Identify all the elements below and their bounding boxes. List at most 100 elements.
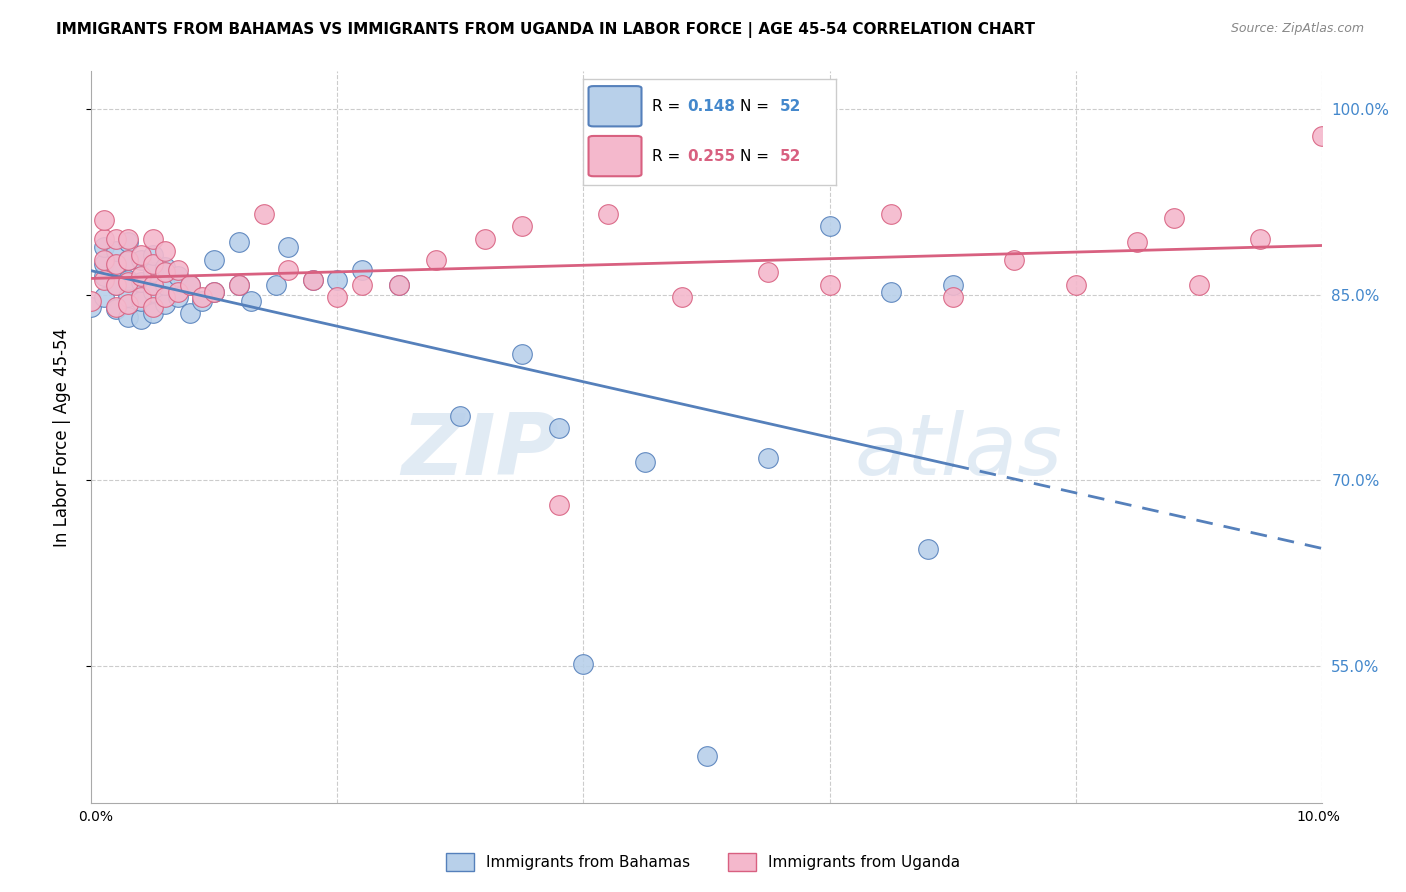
- Point: [326, 272, 349, 286]
- Point: [153, 265, 177, 279]
- Point: [264, 277, 287, 292]
- Point: [117, 275, 139, 289]
- Point: [425, 252, 447, 267]
- Point: [1064, 277, 1087, 292]
- Point: [93, 213, 115, 227]
- Point: [129, 290, 152, 304]
- Point: [474, 232, 496, 246]
- Point: [449, 409, 471, 423]
- Point: [105, 256, 127, 270]
- Point: [350, 262, 373, 277]
- Point: [153, 297, 177, 311]
- Point: [756, 265, 779, 279]
- Point: [240, 293, 263, 308]
- Point: [117, 235, 139, 250]
- Point: [105, 300, 127, 314]
- Point: [510, 219, 533, 234]
- Point: [880, 285, 903, 299]
- Point: [350, 277, 373, 292]
- Text: ZIP: ZIP: [401, 410, 558, 493]
- Point: [191, 293, 214, 308]
- Point: [277, 240, 299, 254]
- Point: [93, 256, 115, 270]
- Point: [228, 277, 250, 292]
- Point: [326, 290, 349, 304]
- Point: [105, 244, 127, 259]
- Point: [228, 235, 250, 250]
- Point: [202, 285, 225, 299]
- Point: [93, 290, 115, 304]
- Point: [142, 248, 165, 262]
- Point: [105, 302, 127, 317]
- Point: [105, 277, 127, 292]
- Point: [179, 277, 201, 292]
- Point: [129, 252, 152, 267]
- Point: [142, 277, 165, 292]
- Point: [756, 451, 779, 466]
- Point: [142, 232, 165, 246]
- Point: [1002, 252, 1025, 267]
- Text: IMMIGRANTS FROM BAHAMAS VS IMMIGRANTS FROM UGANDA IN LABOR FORCE | AGE 45-54 COR: IMMIGRANTS FROM BAHAMAS VS IMMIGRANTS FR…: [56, 22, 1035, 38]
- Point: [277, 262, 299, 277]
- Point: [1310, 128, 1333, 143]
- Text: 0.0%: 0.0%: [79, 810, 112, 824]
- Point: [93, 252, 115, 267]
- Point: [510, 347, 533, 361]
- Point: [818, 219, 841, 234]
- Legend: Immigrants from Bahamas, Immigrants from Uganda: Immigrants from Bahamas, Immigrants from…: [440, 847, 966, 877]
- Point: [671, 290, 693, 304]
- Point: [117, 232, 139, 246]
- Point: [153, 290, 177, 304]
- Point: [388, 277, 411, 292]
- Point: [1126, 235, 1149, 250]
- Point: [388, 277, 411, 292]
- Point: [80, 300, 103, 314]
- Point: [1163, 211, 1185, 225]
- Point: [153, 244, 177, 259]
- Point: [142, 285, 165, 299]
- Point: [142, 300, 165, 314]
- Point: [202, 252, 225, 267]
- Point: [129, 248, 152, 262]
- Point: [818, 277, 841, 292]
- Point: [179, 306, 201, 320]
- Point: [942, 290, 965, 304]
- Point: [166, 268, 188, 283]
- Text: Source: ZipAtlas.com: Source: ZipAtlas.com: [1230, 22, 1364, 36]
- Point: [917, 541, 939, 556]
- Point: [117, 252, 139, 267]
- Point: [117, 272, 139, 286]
- Point: [93, 232, 115, 246]
- Point: [117, 252, 139, 267]
- Point: [129, 275, 152, 289]
- Point: [166, 285, 188, 299]
- Point: [153, 260, 177, 275]
- Point: [153, 277, 177, 292]
- Point: [93, 240, 115, 254]
- Point: [117, 290, 139, 304]
- Point: [166, 262, 188, 277]
- Point: [547, 421, 569, 435]
- Point: [179, 277, 201, 292]
- Point: [80, 293, 103, 308]
- Point: [117, 297, 139, 311]
- Point: [142, 306, 165, 320]
- Point: [117, 310, 139, 324]
- Point: [547, 498, 569, 512]
- Point: [142, 265, 165, 279]
- Point: [202, 285, 225, 299]
- Point: [253, 207, 276, 221]
- Point: [1187, 277, 1209, 292]
- Point: [105, 277, 127, 292]
- Point: [129, 268, 152, 283]
- Point: [572, 657, 595, 671]
- Point: [942, 277, 965, 292]
- Point: [93, 272, 115, 286]
- Point: [166, 290, 188, 304]
- Point: [301, 272, 323, 286]
- Point: [142, 256, 165, 270]
- Point: [105, 260, 127, 275]
- Text: atlas: atlas: [853, 410, 1062, 493]
- Point: [596, 207, 619, 221]
- Y-axis label: In Labor Force | Age 45-54: In Labor Force | Age 45-54: [52, 327, 70, 547]
